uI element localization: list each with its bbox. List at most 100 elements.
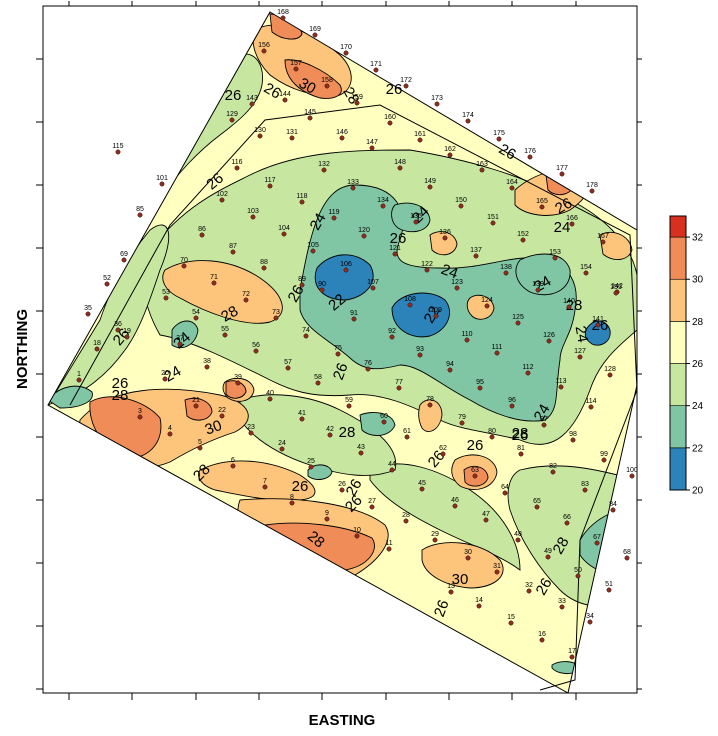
sample-point: 112 <box>522 364 534 376</box>
sample-points: 1345678910111314151617181920212223242526… <box>76 9 638 660</box>
sample-point-label: 92 <box>388 328 396 335</box>
sample-point: 57 <box>284 359 292 371</box>
sample-point: 66 <box>563 514 571 526</box>
sample-point: 52 <box>103 275 111 287</box>
sample-point-label: 161 <box>414 131 426 138</box>
sample-point-marker <box>526 588 532 594</box>
sample-point-label: 115 <box>112 143 123 150</box>
colorbar: 20 22 24 26 28 30 32 <box>669 215 704 497</box>
sample-point-marker <box>115 149 121 155</box>
sample-point-marker <box>137 212 143 218</box>
sample-point-marker <box>629 473 635 479</box>
colorbar-swatches <box>669 215 687 491</box>
sample-point-marker <box>484 303 490 309</box>
sample-point-label: 98 <box>569 431 577 438</box>
sample-point-label: 62 <box>439 445 447 452</box>
sample-point: 137 <box>470 247 482 259</box>
sample-point-marker <box>403 518 409 524</box>
sample-point-label: 83 <box>581 481 589 488</box>
sample-point: 82 <box>549 463 557 475</box>
sample-point-label: 154 <box>580 264 592 271</box>
sample-point-marker <box>162 376 168 382</box>
sample-point-marker <box>432 537 438 543</box>
sample-point-marker <box>335 351 341 357</box>
sample-point-marker <box>392 251 398 257</box>
sample-point-marker <box>281 231 287 237</box>
sample-point: 128 <box>604 366 616 378</box>
sample-point-label: 121 <box>389 245 401 252</box>
sample-point: 61 <box>403 428 411 440</box>
sample-point: 144 <box>279 91 291 103</box>
sample-point: 21 <box>192 397 200 409</box>
sample-point: 4 <box>167 425 173 437</box>
sample-point: 133 <box>347 179 359 191</box>
sample-point: 98 <box>569 431 577 443</box>
sample-point: 157 <box>290 60 302 72</box>
contour-label: 26 <box>496 141 519 164</box>
sample-point-label: 126 <box>543 332 555 339</box>
sample-point-label: 7 <box>263 478 267 485</box>
sample-point: 28 <box>402 512 410 524</box>
sample-point: 27 <box>368 498 376 510</box>
sample-point: 81 <box>517 445 525 457</box>
sample-point-label: 94 <box>446 361 454 368</box>
sample-point-marker <box>502 490 508 496</box>
sample-point: 139 <box>532 281 544 293</box>
sample-point-label: 147 <box>366 139 378 146</box>
contour-label: 26 <box>467 437 484 454</box>
sample-point-label: 19 <box>123 328 131 335</box>
sample-point-marker <box>539 637 545 643</box>
sample-point-label: 20 <box>161 370 169 377</box>
contour-label: 24 <box>554 219 571 236</box>
sample-point: 17 <box>568 648 576 660</box>
sample-point-label: 68 <box>623 549 631 556</box>
sample-point-label: 172 <box>400 77 412 84</box>
colorbar-tick-label: 26 <box>692 359 704 370</box>
sample-point-marker <box>299 416 305 422</box>
sample-point-label: 5 <box>198 439 202 446</box>
sample-point-marker <box>307 115 313 121</box>
sample-point-marker <box>243 297 249 303</box>
sample-point-marker <box>515 320 521 326</box>
sample-point: 164 <box>506 179 518 191</box>
sample-point: 23 <box>247 424 255 436</box>
sample-point-marker <box>419 486 425 492</box>
sample-point: 14 <box>475 597 483 609</box>
sample-point: 105 <box>307 242 319 254</box>
sample-point-label: 38 <box>203 358 211 365</box>
contour-label: 30 <box>296 75 319 98</box>
sample-point-marker <box>211 280 217 286</box>
colorbar-tick-label: 22 <box>692 443 704 454</box>
sample-point-marker <box>299 282 305 288</box>
sample-point-marker <box>587 619 593 625</box>
sample-point-marker <box>279 446 285 452</box>
sample-point-marker <box>137 414 143 420</box>
sample-point-label: 48 <box>514 531 522 538</box>
contour-label: 28 <box>218 303 241 326</box>
sample-point-label: 21 <box>192 397 200 404</box>
contour-label: 26 <box>343 476 366 499</box>
sample-point-label: 61 <box>403 428 411 435</box>
sample-point-marker <box>229 117 235 123</box>
sample-point: 20 <box>161 370 169 382</box>
sample-point-marker <box>424 267 430 273</box>
y-axis-title: NORTHING <box>14 309 31 389</box>
colorbar-tick-label: 20 <box>692 486 704 497</box>
sample-point-marker <box>343 267 349 273</box>
sample-point-marker <box>230 463 236 469</box>
sample-point-label: 43 <box>357 444 365 451</box>
sample-point-label: 74 <box>302 327 310 334</box>
sample-point-marker <box>380 203 386 209</box>
sample-point-label: 32 <box>525 582 533 589</box>
sample-point: 50 <box>574 567 582 579</box>
sample-point-marker <box>396 385 402 391</box>
sample-point: 136 <box>439 229 451 241</box>
sample-point-marker <box>253 348 259 354</box>
sample-point: 37 <box>176 335 184 347</box>
sample-point: 141 <box>592 316 604 328</box>
band-28-30-l <box>429 231 458 256</box>
sample-point: 47 <box>482 511 490 523</box>
sample-point-label: 34 <box>586 613 594 620</box>
sample-point: 85 <box>136 206 144 218</box>
contour-label: 26 <box>285 282 308 305</box>
